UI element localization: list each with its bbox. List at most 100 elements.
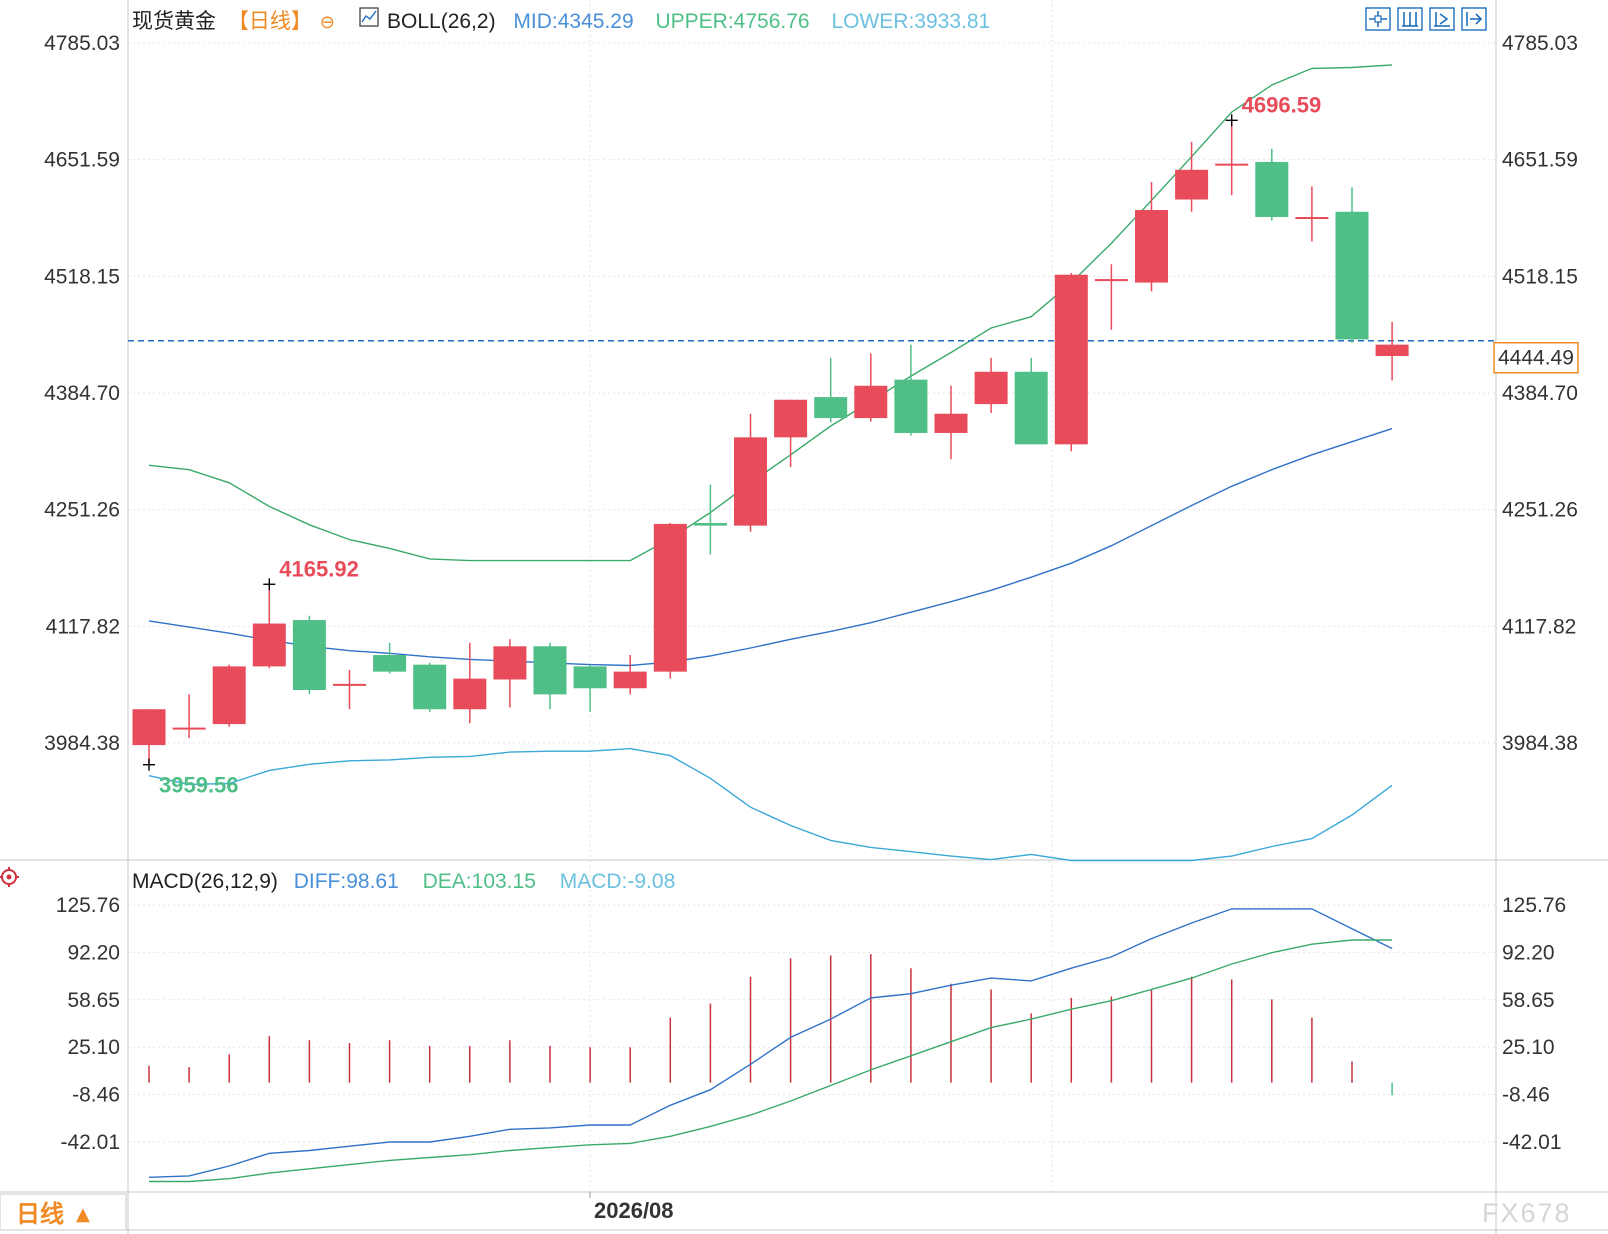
circle-minus-icon[interactable]: ⊖ bbox=[320, 12, 335, 32]
upper-value: UPPER:4756.76 bbox=[656, 10, 810, 33]
candle-body bbox=[413, 664, 447, 710]
candle-body bbox=[1014, 371, 1048, 445]
candle-body bbox=[894, 379, 928, 433]
current-price-label: 4444.49 bbox=[1498, 347, 1574, 370]
candle-body bbox=[1215, 163, 1249, 166]
macd-y-tick-left: -8.46 bbox=[72, 1084, 120, 1107]
candle bbox=[1335, 187, 1369, 343]
candle-body bbox=[373, 655, 407, 672]
candle-body bbox=[734, 437, 767, 526]
candle-body bbox=[653, 523, 687, 672]
candle bbox=[1054, 272, 1088, 452]
candle-body bbox=[693, 523, 727, 526]
extreme-markers: 4696.59 4165.92 3959.56 bbox=[143, 92, 1322, 798]
candle bbox=[1094, 264, 1128, 330]
candle bbox=[854, 353, 888, 422]
macd-y-tick-left: 125.76 bbox=[56, 894, 120, 917]
candle bbox=[1215, 119, 1249, 196]
macd-y-tick-right: 25.10 bbox=[1502, 1036, 1555, 1059]
grid bbox=[128, 0, 1496, 1192]
candle-body bbox=[934, 413, 968, 433]
macd-y-tick-right: -42.01 bbox=[1502, 1131, 1562, 1154]
macd-y-tick-right: -8.46 bbox=[1502, 1084, 1550, 1107]
candle-body bbox=[573, 666, 607, 689]
macd-line-dea bbox=[149, 939, 1393, 1183]
macd-header: MACD(26,12,9) DIFF:98.61 DEA:103.15 MACD… bbox=[132, 870, 675, 893]
candle bbox=[573, 664, 607, 712]
chart-header: 现货黄金 【日线】 ⊖ bbox=[132, 10, 335, 33]
y-tick-right: 4518.15 bbox=[1502, 265, 1578, 288]
candle-body bbox=[1295, 217, 1329, 220]
candle-body bbox=[1094, 279, 1128, 282]
candle bbox=[774, 399, 808, 468]
y-tick-left: 4251.26 bbox=[44, 499, 120, 522]
candle-body bbox=[1255, 161, 1289, 218]
zoom-out-icon[interactable] bbox=[1429, 7, 1455, 31]
macd-y-axis: 125.76 125.76 92.20 92.20 58.65 58.65 25.10 25.… bbox=[56, 894, 1566, 1154]
y-tick-right: 4117.82 bbox=[1502, 615, 1576, 638]
period-label: 【日线】 bbox=[228, 10, 312, 33]
macd-y-tick-left: 25.10 bbox=[67, 1036, 120, 1059]
high-marker-label: 4696.59 bbox=[1242, 92, 1322, 117]
scroll-right-icon[interactable] bbox=[1461, 7, 1487, 31]
boll-line-lower bbox=[148, 747, 1393, 862]
candle bbox=[894, 344, 928, 436]
candle-body bbox=[774, 399, 808, 438]
y-tick-left: 4651.59 bbox=[44, 149, 120, 172]
candle bbox=[734, 413, 767, 532]
candle bbox=[1295, 186, 1329, 242]
watermark: FX678 bbox=[1482, 1198, 1572, 1228]
high-marker-2-label: 4165.92 bbox=[279, 556, 359, 581]
x-axis-date-label: 2026/08 bbox=[594, 1198, 674, 1223]
macd-y-tick-left: 58.65 bbox=[67, 989, 120, 1012]
candle-body bbox=[292, 620, 326, 691]
candle-body bbox=[493, 646, 527, 680]
candle-body bbox=[212, 666, 246, 725]
macd-y-tick-right: 125.76 bbox=[1502, 894, 1566, 917]
indicator-header: BOLL(26,2) MID:4345.29 UPPER:4756.76 LOW… bbox=[387, 10, 990, 33]
candle-body bbox=[453, 678, 487, 710]
y-tick-left: 4785.03 bbox=[44, 32, 120, 55]
candle-body bbox=[854, 385, 888, 419]
y-tick-right: 3984.38 bbox=[1502, 732, 1578, 755]
candlesticks bbox=[132, 119, 1409, 765]
candle bbox=[613, 655, 647, 695]
y-tick-left: 4117.82 bbox=[46, 615, 120, 638]
boll-bands bbox=[148, 64, 1393, 862]
candle bbox=[252, 584, 286, 669]
candle-body bbox=[1054, 274, 1088, 445]
period-arrow-icon: ▲ bbox=[76, 1204, 90, 1225]
zoom-in-icon[interactable] bbox=[1397, 7, 1423, 31]
candle bbox=[292, 615, 326, 695]
macd-y-tick-left: 92.20 bbox=[67, 941, 120, 964]
candle bbox=[1014, 357, 1048, 445]
candle-body bbox=[132, 709, 166, 746]
toolbar bbox=[1365, 7, 1487, 31]
lower-value: LOWER:3933.81 bbox=[831, 10, 990, 33]
instrument-name: 现货黄金 bbox=[132, 10, 216, 33]
crosshair-icon[interactable] bbox=[1365, 7, 1391, 31]
candle bbox=[1175, 141, 1209, 212]
candle bbox=[653, 523, 687, 679]
candle-body bbox=[172, 727, 206, 730]
candle bbox=[493, 639, 527, 708]
macd-y-tick-right: 58.65 bbox=[1502, 989, 1555, 1012]
settings-gear-icon[interactable] bbox=[0, 867, 19, 887]
chart-type-icon[interactable] bbox=[359, 7, 379, 27]
candle bbox=[1375, 321, 1409, 381]
candle-body bbox=[974, 371, 1008, 405]
boll-line-upper bbox=[148, 64, 1393, 562]
macd-name: MACD(26,12,9) bbox=[132, 870, 278, 893]
candle-body bbox=[1175, 169, 1209, 200]
y-tick-right: 4651.59 bbox=[1502, 149, 1578, 172]
candle bbox=[814, 357, 848, 423]
candle bbox=[413, 662, 447, 712]
macd-value: MACD:-9.08 bbox=[560, 870, 676, 893]
candle-body bbox=[333, 683, 366, 686]
period-selector[interactable]: 日线 ▲ bbox=[0, 1193, 127, 1231]
macd-y-tick-right: 92.20 bbox=[1502, 941, 1555, 964]
candle bbox=[132, 709, 166, 765]
dea-value: DEA:103.15 bbox=[423, 870, 536, 893]
